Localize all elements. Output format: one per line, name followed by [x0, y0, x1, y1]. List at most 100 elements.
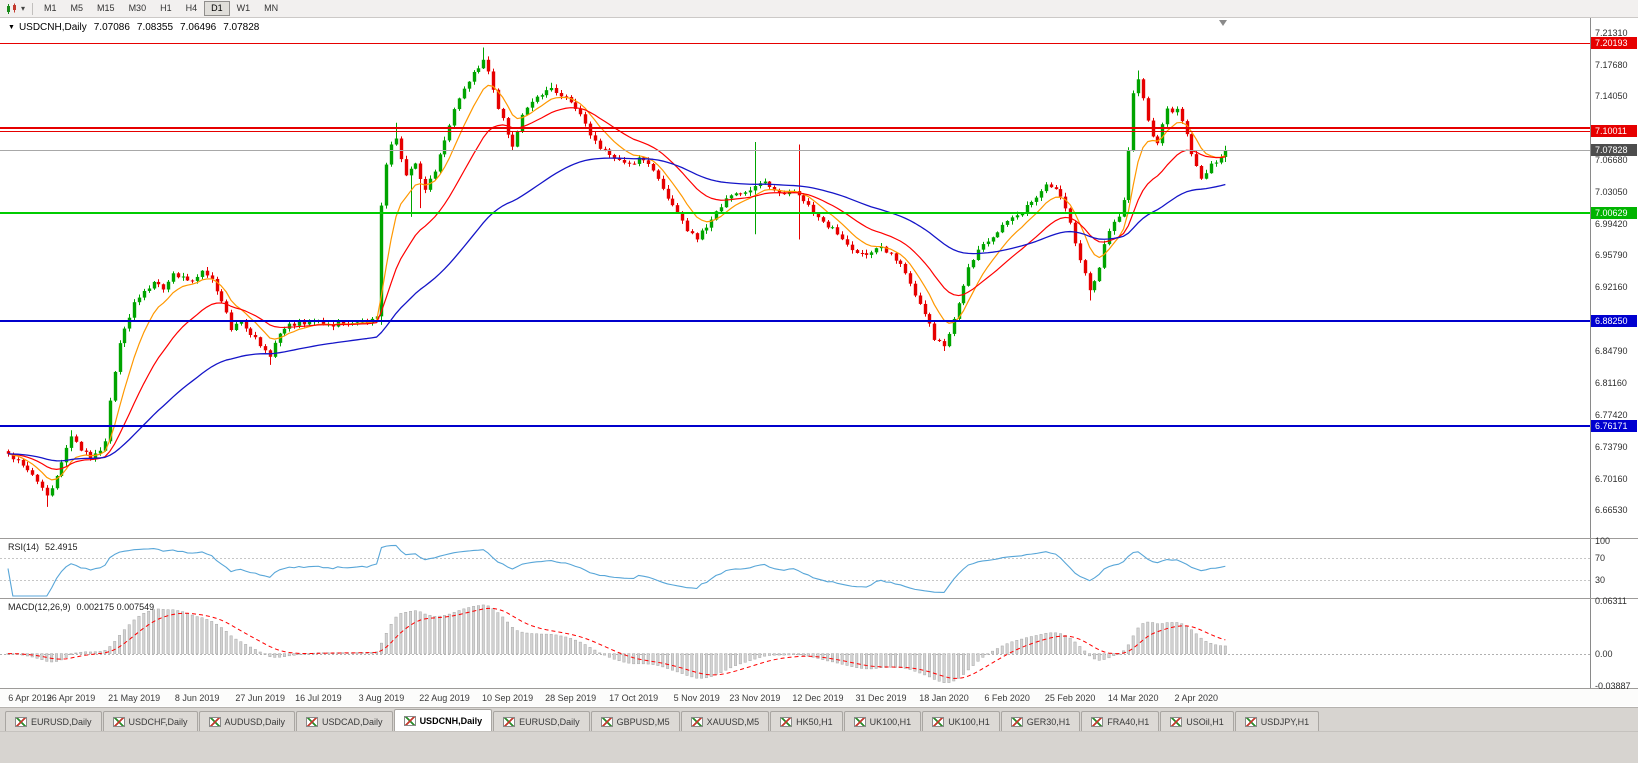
- chart-tab-usoil-h1[interactable]: USOil,H1: [1160, 711, 1234, 731]
- tab-label: USDCHF,Daily: [128, 716, 188, 727]
- tab-label: UK100,H1: [869, 716, 912, 727]
- rsi-chart-canvas[interactable]: [0, 539, 1590, 598]
- tab-label: GER30,H1: [1026, 716, 1071, 727]
- mini-chart-icon: [932, 716, 945, 727]
- symbol-period-label: USDCNH,Daily: [18, 22, 87, 33]
- chart-tab-usdcad-daily[interactable]: USDCAD,Daily: [296, 711, 393, 731]
- chart-tab-eurusd-daily-2[interactable]: EURUSD,Daily: [493, 711, 590, 731]
- timeframe-mn-button[interactable]: MN: [257, 1, 285, 16]
- mini-chart-icon: [403, 715, 416, 726]
- main-chart-panel[interactable]: ▼ USDCNH,Daily 7.07086 7.08355 7.06496 7.0782…: [0, 18, 1638, 538]
- mini-chart-icon: [503, 716, 516, 727]
- date-label: 3 Aug 2019: [358, 693, 405, 703]
- chart-tab-xauusd-m5[interactable]: XAUUSD,M5: [680, 711, 770, 731]
- macd-chart-canvas[interactable]: [0, 599, 1590, 688]
- chart-tab-usdjpy-h1[interactable]: USDJPY,H1: [1234, 711, 1320, 731]
- quote-low: 7.06496: [180, 22, 217, 33]
- quote-open: 7.07086: [93, 22, 130, 33]
- rsi-value: 52.4915: [45, 542, 78, 552]
- date-label: 28 Sep 2019: [545, 693, 597, 703]
- date-label: 21 May 2019: [108, 693, 161, 703]
- date-label: 31 Dec 2019: [855, 693, 907, 703]
- rsi-label: RSI(14): [8, 542, 40, 552]
- chart-tab-gbpusd-m5[interactable]: GBPUSD,M5: [590, 711, 680, 731]
- mini-chart-icon: [1091, 716, 1104, 727]
- timeframe-m1-button[interactable]: M1: [37, 1, 64, 16]
- tab-label: USDCAD,Daily: [322, 716, 383, 727]
- panel-splitter-rsi-macd[interactable]: [0, 598, 1638, 599]
- tab-label: USOil,H1: [1186, 716, 1224, 727]
- timeframe-w1-button[interactable]: W1: [230, 1, 258, 16]
- date-label: 18 Jan 2020: [919, 693, 969, 703]
- timeframe-d1-button[interactable]: D1: [204, 1, 230, 16]
- chart-title: ▼ USDCNH,Daily 7.07086 7.08355 7.06496 7.0782…: [8, 22, 259, 33]
- chart-tab-eurusd-daily-1[interactable]: EURUSD,Daily: [5, 711, 102, 731]
- date-label: 23 Nov 2019: [729, 693, 781, 703]
- mini-chart-icon: [208, 716, 221, 727]
- timeframe-h1-button[interactable]: H1: [153, 1, 179, 16]
- tab-label: XAUUSD,M5: [706, 716, 760, 727]
- date-label: 27 Jun 2019: [235, 693, 285, 703]
- candlestick-chart-canvas[interactable]: [0, 18, 1590, 538]
- toolbar: ▾ M1 M5 M15 M30 H1 H4 D1 W1 MN: [0, 0, 1638, 18]
- status-area: [0, 731, 1638, 763]
- quote-high: 7.08355: [136, 22, 174, 33]
- chart-tab-ger30-h1[interactable]: GER30,H1: [1000, 711, 1081, 731]
- timeframe-m30-button[interactable]: M30: [122, 1, 154, 16]
- quote-close: 7.07828: [223, 22, 260, 33]
- mini-chart-icon: [306, 716, 319, 727]
- collapse-caret-icon[interactable]: ▼: [8, 24, 15, 31]
- tab-label: EURUSD,Daily: [31, 716, 92, 727]
- panel-splitter-macd-dates: [0, 688, 1638, 689]
- date-label: 6 Feb 2020: [984, 693, 1030, 703]
- mini-chart-icon: [853, 716, 866, 727]
- tab-label: GBPUSD,M5: [616, 716, 670, 727]
- date-label: 26 Apr 2019: [46, 693, 96, 703]
- date-axis[interactable]: 6 Apr 2019 26 Apr 2019 21 May 2019 8 Jun 20…: [0, 689, 1638, 706]
- mini-chart-icon: [1010, 716, 1023, 727]
- timeframe-m15-button[interactable]: M15: [90, 1, 122, 16]
- chart-tab-usdchf-daily[interactable]: USDCHF,Daily: [102, 711, 198, 731]
- date-label: 16 Jul 2019: [295, 693, 342, 703]
- chart-tab-hk50-h1[interactable]: HK50,H1: [770, 711, 843, 731]
- chart-tab-uk100-h1-2[interactable]: UK100,H1: [922, 711, 1000, 731]
- tab-label: UK100,H1: [948, 716, 990, 727]
- mini-chart-icon: [690, 716, 703, 727]
- mini-chart-icon: [780, 716, 793, 727]
- chart-tab-bar: EURUSD,Daily USDCHF,Daily AUDUSD,Daily U…: [0, 707, 1638, 731]
- toolbar-separator: [32, 2, 34, 15]
- macd-indicator-label: MACD(12,26,9) 0.002175 0.007549: [8, 602, 154, 612]
- date-label: 22 Aug 2019: [419, 693, 470, 703]
- mini-chart-icon: [600, 716, 613, 727]
- date-label: 12 Dec 2019: [792, 693, 844, 703]
- date-label: 25 Feb 2020: [1044, 693, 1096, 703]
- macd-label: MACD(12,26,9): [8, 602, 71, 612]
- timeframe-h4-button[interactable]: H4: [179, 1, 205, 16]
- chart-tab-audusd-daily[interactable]: AUDUSD,Daily: [198, 711, 296, 731]
- price-axis-border: [1590, 18, 1591, 688]
- mini-chart-icon: [1244, 716, 1257, 727]
- chart-tab-fra40-h1[interactable]: FRA40,H1: [1081, 711, 1160, 731]
- tab-label: HK50,H1: [796, 716, 833, 727]
- mini-chart-icon: [15, 716, 27, 727]
- rsi-indicator-label: RSI(14) 52.4915: [8, 542, 78, 552]
- date-label: 14 Mar 2020: [1107, 693, 1159, 703]
- tab-label: EURUSD,Daily: [519, 716, 580, 727]
- chart-shift-marker[interactable]: [1219, 20, 1227, 26]
- chart-tab-usdcnh-daily[interactable]: USDCNH,Daily: [393, 709, 493, 731]
- date-label: 8 Jun 2019: [174, 693, 220, 703]
- timeframe-m5-button[interactable]: M5: [64, 1, 91, 16]
- tab-label: FRA40,H1: [1107, 716, 1150, 727]
- panel-splitter-main-rsi[interactable]: [0, 538, 1638, 539]
- rsi-panel[interactable]: RSI(14) 52.4915: [0, 539, 1638, 598]
- tab-label: USDCNH,Daily: [419, 715, 483, 726]
- date-label: 10 Sep 2019: [482, 693, 534, 703]
- macd-values: 0.002175 0.007549: [76, 602, 155, 612]
- chart-type-dropdown-caret-icon[interactable]: ▾: [21, 3, 26, 13]
- date-label: 17 Oct 2019: [609, 693, 659, 703]
- candlestick-chart-icon[interactable]: [3, 1, 21, 17]
- chart-tab-uk100-h1-1[interactable]: UK100,H1: [843, 711, 922, 731]
- macd-panel[interactable]: MACD(12,26,9) 0.002175 0.007549: [0, 599, 1638, 688]
- mini-chart-icon: [112, 716, 125, 727]
